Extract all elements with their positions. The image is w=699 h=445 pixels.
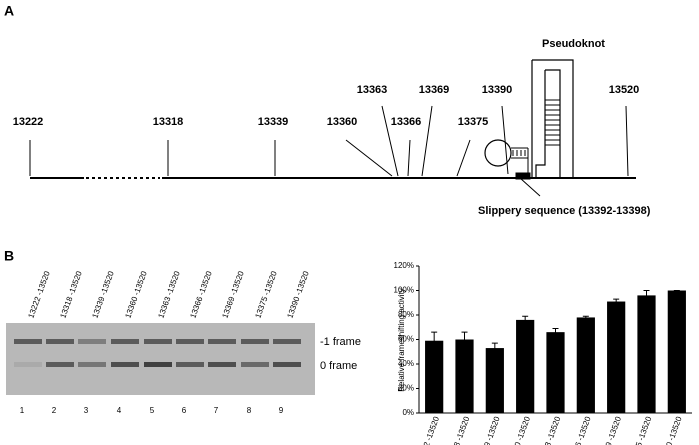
error-bar bbox=[522, 315, 529, 324]
bar bbox=[485, 348, 504, 413]
gel-band bbox=[208, 339, 236, 344]
position-label: 13366 bbox=[391, 116, 422, 128]
position-label: 13369 bbox=[419, 84, 450, 96]
position-label: 13360 bbox=[327, 116, 358, 128]
band-label: -1 frame bbox=[320, 336, 361, 348]
position-label: 13375 bbox=[458, 116, 489, 128]
lane-number: 7 bbox=[214, 406, 219, 415]
lane-label: 13366 -13520 bbox=[188, 269, 214, 319]
y-tick-label: 0% bbox=[402, 408, 414, 417]
x-tick-label: 13369 -13520 bbox=[598, 415, 624, 445]
lane-number: 8 bbox=[247, 406, 252, 415]
bar bbox=[516, 319, 535, 413]
bar bbox=[546, 332, 565, 413]
bar bbox=[667, 290, 686, 413]
error-bar bbox=[461, 331, 468, 347]
gel-band bbox=[111, 362, 139, 367]
error-bar bbox=[552, 327, 559, 336]
gel-band bbox=[176, 339, 204, 344]
x-tick-label: 13363 -13520 bbox=[537, 415, 563, 445]
lane-label: 13390 -13520 bbox=[285, 269, 311, 319]
panel-label: B bbox=[4, 248, 14, 264]
pseudoknot-label: Pseudoknot bbox=[542, 38, 605, 50]
position-label: 13363 bbox=[357, 84, 388, 96]
gel-band bbox=[14, 362, 42, 367]
error-bar bbox=[491, 342, 498, 353]
gel-band bbox=[14, 339, 42, 344]
bar bbox=[455, 339, 474, 413]
lane-number: 6 bbox=[182, 406, 187, 415]
lane-number: 1 bbox=[20, 406, 25, 415]
error-bar bbox=[431, 331, 438, 350]
gel-band bbox=[46, 362, 74, 367]
bar bbox=[576, 317, 595, 413]
lane-label: 13339 -13520 bbox=[90, 269, 116, 319]
lane-number: 5 bbox=[150, 406, 155, 415]
y-tick-label: 40% bbox=[398, 359, 414, 368]
x-tick-label: 13222 -13520 bbox=[416, 415, 442, 445]
position-label: 13520 bbox=[609, 84, 640, 96]
gel-band bbox=[78, 362, 106, 367]
x-tick-label: 13318 -13520 bbox=[446, 415, 472, 445]
y-tick-label: 100% bbox=[394, 286, 414, 295]
bar bbox=[425, 340, 444, 413]
x-tick-label: 13339 -13520 bbox=[476, 415, 502, 445]
panel-label: A bbox=[4, 3, 14, 19]
error-bar bbox=[643, 290, 650, 301]
error-bar bbox=[582, 315, 589, 319]
bar bbox=[607, 301, 626, 413]
x-tick-label: 13375 -13520 bbox=[628, 415, 654, 445]
lane-number: 3 bbox=[84, 406, 89, 415]
lane-number: 9 bbox=[279, 406, 284, 415]
lane-label: 13222 -13520 bbox=[26, 269, 52, 319]
gel bbox=[6, 323, 315, 395]
lane-number: 4 bbox=[117, 406, 122, 415]
x-tick-label: 13360 -13520 bbox=[507, 415, 533, 445]
lane-label: 13369 -13520 bbox=[220, 269, 246, 319]
lane-label: 13363 -13520 bbox=[156, 269, 182, 319]
gel-band bbox=[241, 362, 269, 367]
rna-diagram bbox=[29, 59, 636, 197]
x-tick-label: 13366 -13520 bbox=[567, 415, 593, 445]
y-tick-label: 80% bbox=[398, 310, 414, 319]
gel-band bbox=[176, 362, 204, 367]
position-label: 13390 bbox=[482, 84, 513, 96]
gel-band bbox=[273, 362, 301, 367]
y-axis-label: Relative frameshifting activity bbox=[397, 288, 406, 392]
slippery-label: Slippery sequence (13392-13398) bbox=[478, 205, 651, 217]
gel-band bbox=[111, 339, 139, 344]
y-tick-label: 20% bbox=[398, 384, 414, 393]
y-tick-label: 120% bbox=[394, 261, 414, 270]
error-bar bbox=[613, 298, 620, 304]
gel-band bbox=[78, 339, 106, 344]
x-tick-label: 13390 -13520 bbox=[658, 415, 684, 445]
gel-band bbox=[273, 339, 301, 344]
position-label: 13318 bbox=[153, 116, 184, 128]
gel-band bbox=[208, 362, 236, 367]
gel-band bbox=[144, 339, 172, 344]
gel-band bbox=[46, 339, 74, 344]
lane-label: 13360 -13520 bbox=[123, 269, 149, 319]
band-label: 0 frame bbox=[320, 360, 357, 372]
y-tick-label: 60% bbox=[398, 335, 414, 344]
bar bbox=[637, 295, 656, 413]
lane-label: 13375 -13520 bbox=[253, 269, 279, 319]
gel-band bbox=[241, 339, 269, 344]
gel-band bbox=[144, 362, 172, 367]
lane-number: 2 bbox=[52, 406, 57, 415]
lane-label: 13318 -13520 bbox=[58, 269, 84, 319]
position-label: 13339 bbox=[258, 116, 289, 128]
position-label: 13222 bbox=[13, 116, 44, 128]
